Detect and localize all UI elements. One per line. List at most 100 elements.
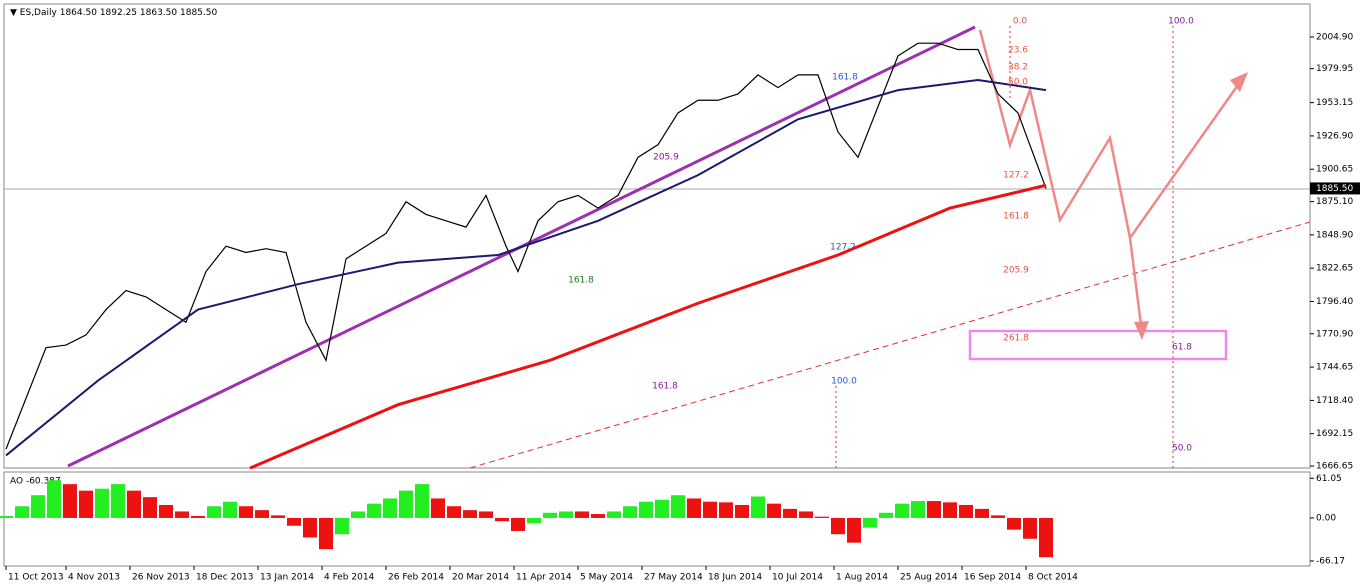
fib-label: 205.9 bbox=[653, 153, 679, 163]
ao-bar bbox=[399, 490, 413, 518]
ao-bar bbox=[15, 506, 29, 518]
y-tick-label: 1692.15 bbox=[1316, 429, 1353, 439]
ao-bar bbox=[863, 517, 877, 528]
fib-label: 61.8 bbox=[1172, 343, 1192, 353]
x-tick-label: 25 Aug 2014 bbox=[900, 573, 958, 583]
x-tick-label: 1 Aug 2014 bbox=[836, 573, 888, 583]
open: 1864.50 bbox=[60, 8, 97, 18]
ao-bar bbox=[799, 511, 813, 518]
ao-bar bbox=[175, 511, 189, 518]
ao-bar bbox=[95, 488, 109, 518]
ao-bar bbox=[239, 506, 253, 518]
fib-label: 100.0 bbox=[831, 377, 857, 387]
fib-label: 50.0 bbox=[1008, 78, 1028, 88]
ao-bar bbox=[527, 517, 541, 524]
x-tick-label: 20 Mar 2014 bbox=[452, 573, 509, 583]
fib-label: 261.8 bbox=[1003, 334, 1029, 344]
ao-bar bbox=[831, 517, 845, 535]
ao-bar bbox=[975, 508, 989, 518]
ao-bar bbox=[223, 501, 237, 518]
ao-bar bbox=[911, 501, 925, 518]
y-tick-label: 1718.40 bbox=[1316, 396, 1353, 406]
symbol: ES,Daily bbox=[20, 8, 58, 18]
fib-label: 127.2 bbox=[830, 243, 856, 253]
price-line bbox=[5, 78, 1047, 457]
y-tick-label: 1900.65 bbox=[1316, 165, 1353, 175]
price-line bbox=[249, 183, 1047, 470]
ao-bar bbox=[271, 515, 285, 518]
ao-bar bbox=[719, 502, 733, 518]
y-tick-label: 1979.95 bbox=[1316, 64, 1353, 74]
ao-bar bbox=[47, 480, 61, 518]
ao-bar bbox=[287, 517, 301, 526]
fib-label: 161.8 bbox=[652, 382, 678, 392]
ao-bar bbox=[63, 484, 77, 518]
high: 1892.25 bbox=[100, 8, 137, 18]
y-tick-label: 1744.65 bbox=[1316, 363, 1353, 373]
ao-bar bbox=[463, 510, 477, 518]
ao-title: AO -60.387 bbox=[10, 477, 61, 487]
ao-bar bbox=[655, 499, 669, 518]
ao-bar bbox=[607, 511, 621, 518]
x-tick-label: 13 Jan 2014 bbox=[260, 573, 314, 583]
y-tick-label: 1796.40 bbox=[1316, 297, 1353, 307]
header: ▼ ES,Daily 1864.50 1892.25 1863.50 1885.… bbox=[10, 8, 217, 18]
ao-bar bbox=[559, 511, 573, 518]
ao-bar bbox=[623, 506, 637, 518]
last-price-label: 1885.50 bbox=[1316, 184, 1353, 194]
ao-bar bbox=[1039, 517, 1053, 558]
ao-bar bbox=[927, 501, 941, 518]
ao-bar bbox=[1007, 517, 1021, 530]
projection-path bbox=[1128, 237, 1143, 326]
y-tick-label: 1822.65 bbox=[1316, 264, 1353, 274]
channel-line bbox=[469, 221, 1311, 469]
ao-bar bbox=[1023, 517, 1037, 539]
ao-bar bbox=[511, 517, 525, 531]
arrow-head bbox=[1134, 321, 1149, 340]
x-tick-label: 11 Apr 2014 bbox=[516, 573, 572, 583]
x-tick-label: 5 May 2014 bbox=[580, 573, 633, 583]
ao-bar bbox=[127, 490, 141, 518]
ao-bar bbox=[959, 504, 973, 518]
price-panel bbox=[3, 3, 1311, 469]
ao-bar bbox=[207, 506, 221, 518]
x-tick-label: 8 Oct 2014 bbox=[1028, 573, 1078, 583]
x-tick-label: 16 Sep 2014 bbox=[964, 573, 1021, 583]
y-tick-label: 1953.15 bbox=[1316, 98, 1353, 108]
low: 1863.50 bbox=[140, 8, 177, 18]
ao-bar bbox=[303, 517, 317, 538]
ao-bar bbox=[447, 506, 461, 518]
ao-bar bbox=[671, 495, 685, 518]
ao-bar bbox=[159, 504, 173, 518]
ao-bar bbox=[351, 511, 365, 518]
ao-bar bbox=[79, 490, 93, 518]
fib-label: 23.6 bbox=[1008, 46, 1028, 56]
fib-label: 205.9 bbox=[1003, 266, 1029, 276]
y-tick-label: 1666.65 bbox=[1316, 462, 1353, 472]
ao-bar bbox=[783, 508, 797, 518]
ao-bar bbox=[735, 504, 749, 518]
ao-bar bbox=[575, 511, 589, 518]
ao-bar bbox=[703, 501, 717, 518]
ao-bar bbox=[431, 498, 445, 518]
fib-label: 50.0 bbox=[1172, 444, 1192, 454]
ao-bar bbox=[687, 498, 701, 518]
ao-bar bbox=[847, 517, 861, 543]
x-tick-label: 26 Nov 2013 bbox=[132, 573, 190, 583]
y-tick-label: 1770.90 bbox=[1316, 329, 1353, 339]
price-line bbox=[5, 42, 1047, 450]
ao-bar bbox=[639, 501, 653, 518]
y-tick-label: 1926.90 bbox=[1316, 131, 1353, 141]
ao-bar bbox=[543, 512, 557, 518]
ao-bar bbox=[383, 498, 397, 518]
last-price-tag bbox=[1310, 182, 1360, 195]
y-tick-label: 61.05 bbox=[1316, 474, 1342, 484]
ao-bar bbox=[991, 515, 1005, 518]
fib-label: 161.8 bbox=[568, 276, 594, 286]
fib-label: 161.8 bbox=[832, 73, 858, 83]
x-tick-label: 10 Jul 2014 bbox=[772, 573, 823, 583]
x-tick-label: 26 Feb 2014 bbox=[388, 573, 444, 583]
target-box bbox=[968, 329, 1228, 361]
fib-label: 38.2 bbox=[1008, 63, 1028, 73]
